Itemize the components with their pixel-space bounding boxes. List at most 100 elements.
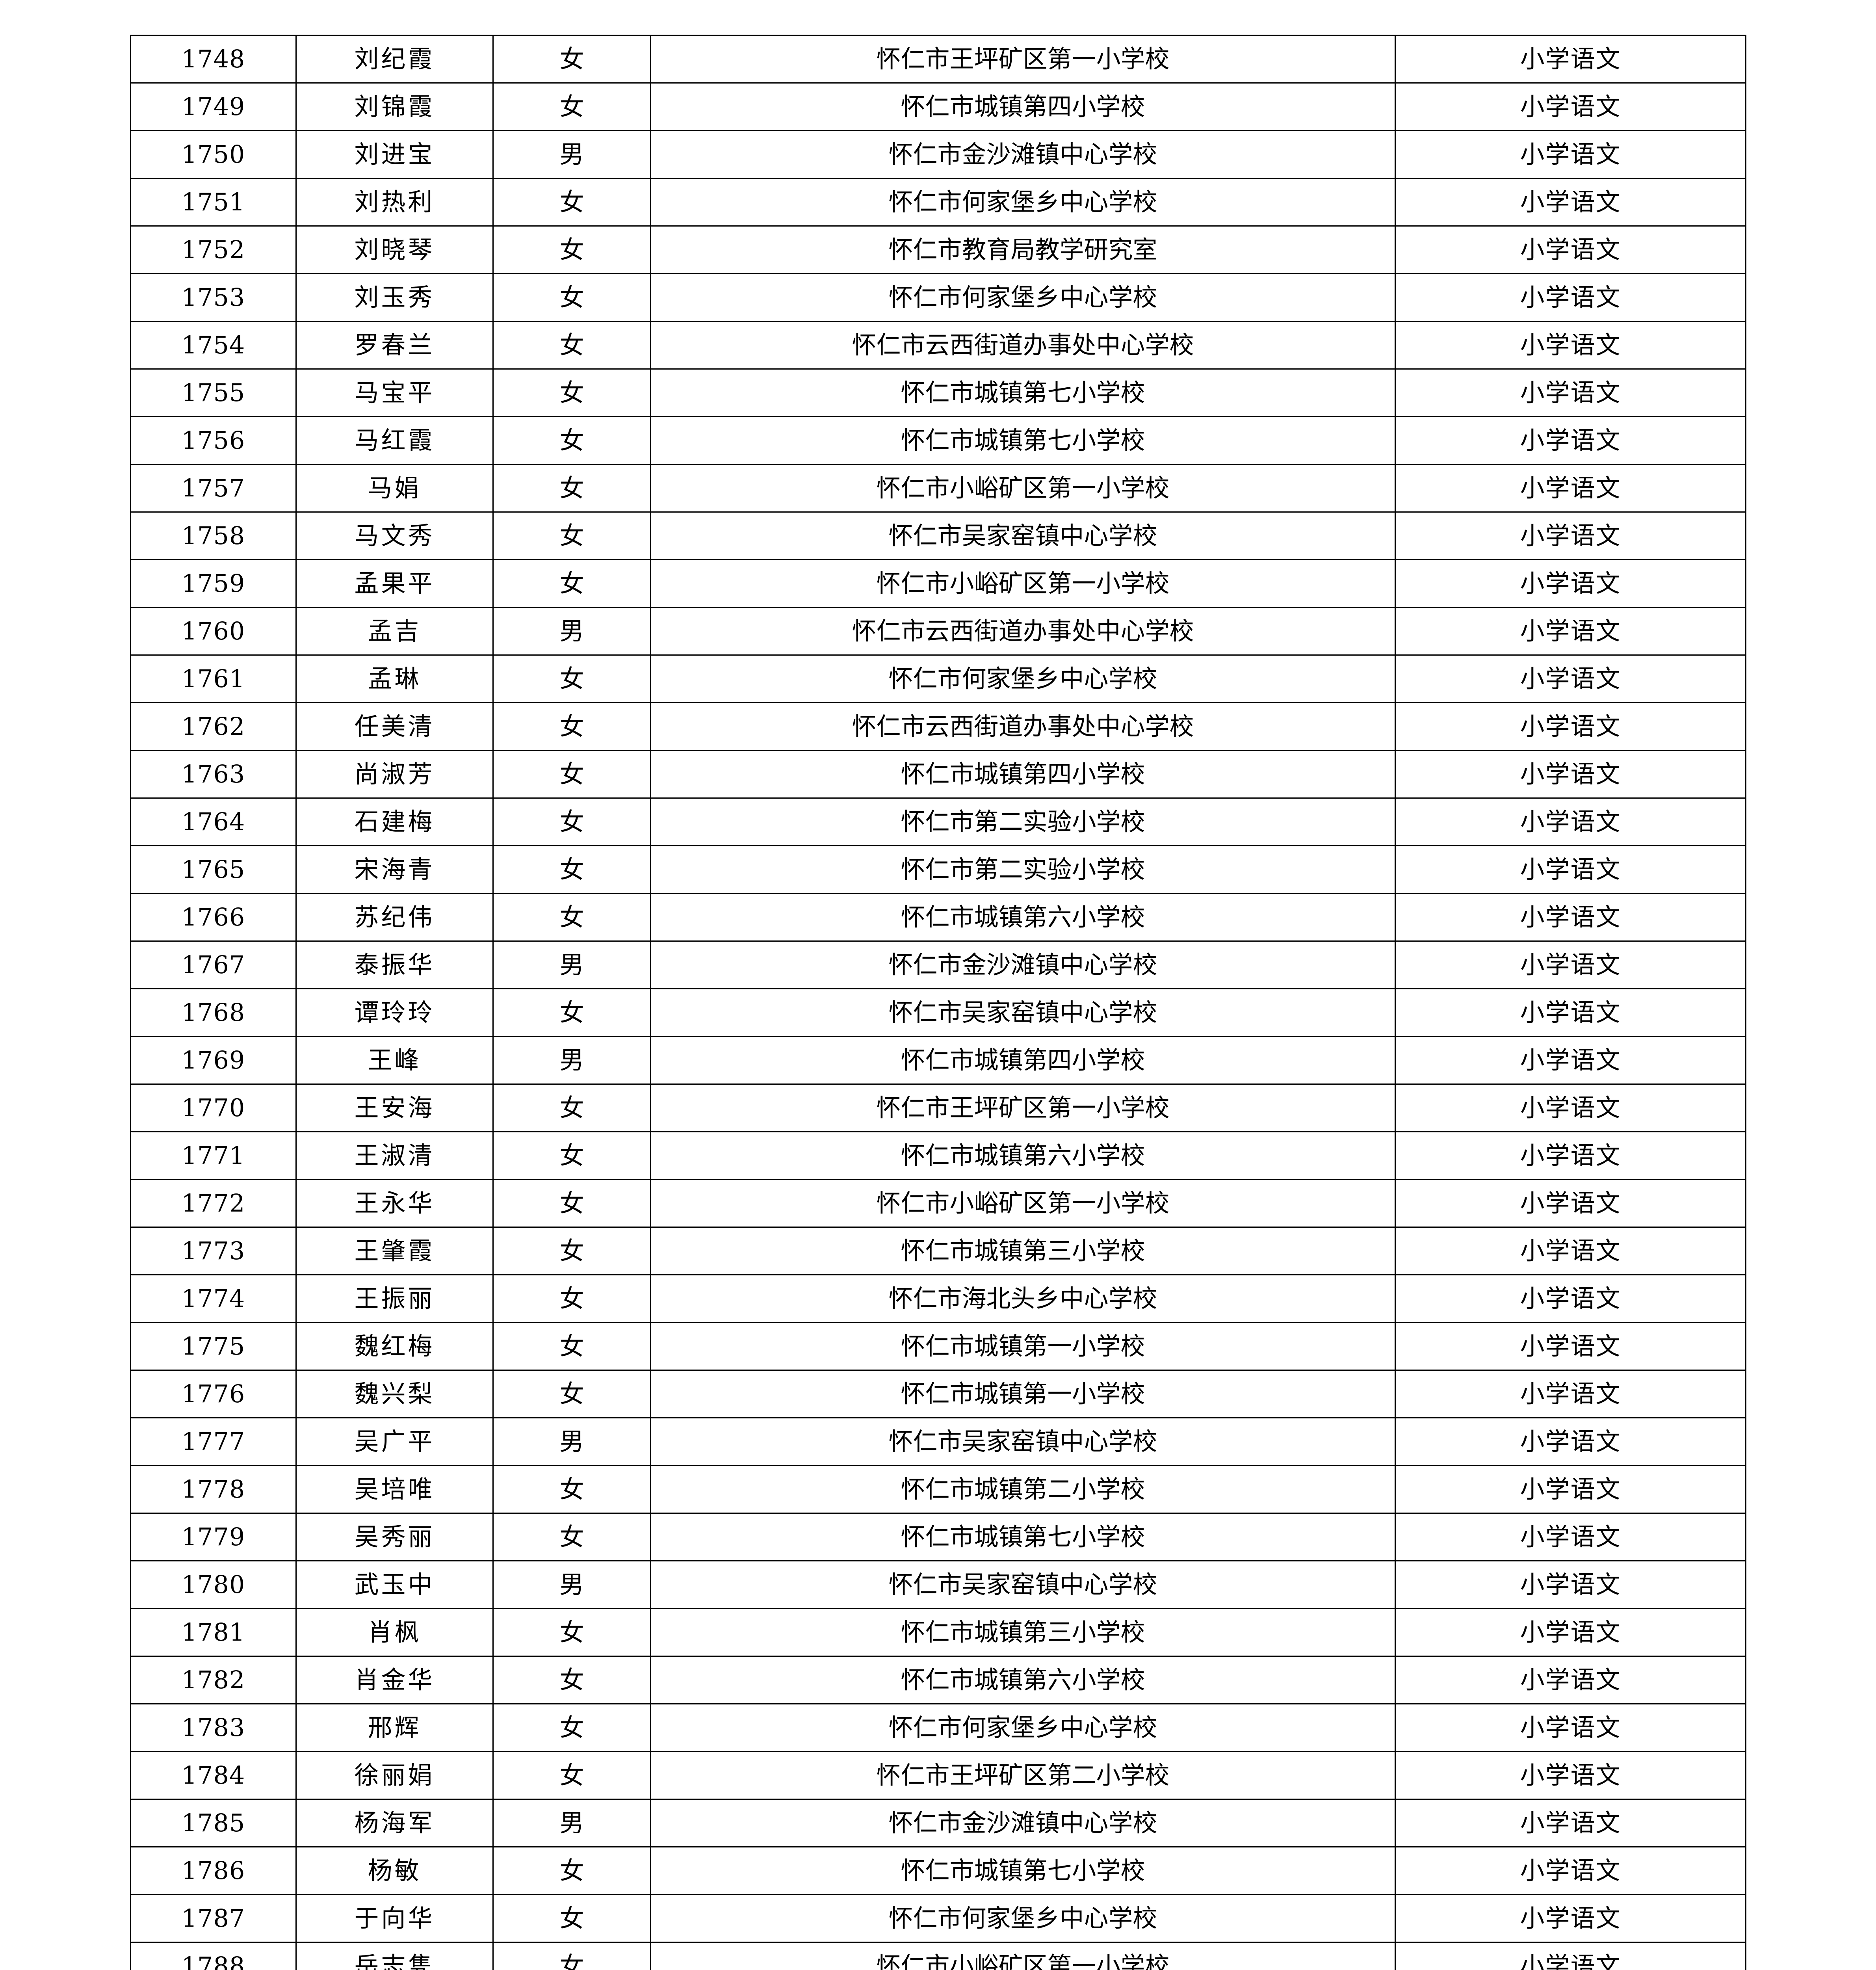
table-row: 1769 王峰男怀仁市城镇第四小学校 小学语文 [130,1036,1746,1085]
cell-person-name: 王永华 [295,1179,494,1228]
cell-person-name: 马宝平 [295,368,494,417]
roster-table-body: 1748 刘纪霞女怀仁市王坪矿区第一小学校 小学语文 1749 刘锦霞女怀仁市城镇第四小… [130,35,1746,1970]
cell-work-unit: 怀仁市城镇第六小学校 [650,1131,1396,1180]
cell-person-name: 宋海青 [295,845,494,894]
cell-subject: 小学语文 [1395,416,1746,465]
cell-subject: 小学语文 [1395,511,1746,560]
cell-work-unit: 怀仁市小峪矿区第一小学校 [650,1942,1396,1970]
cell-work-unit: 怀仁市小峪矿区第一小学校 [650,464,1396,513]
cell-serial-number: 1776 [130,1370,297,1418]
cell-gender: 女 [492,1370,651,1418]
table-row: 1787 于向华女怀仁市何家堡乡中心学校 小学语文 [130,1894,1746,1943]
table-row: 1773 王肇霞女怀仁市城镇第三小学校 小学语文 [130,1227,1746,1275]
cell-gender: 女 [492,464,651,513]
cell-subject: 小学语文 [1395,988,1746,1037]
cell-subject: 小学语文 [1395,464,1746,513]
cell-subject: 小学语文 [1395,940,1746,989]
cell-person-name: 王安海 [295,1084,494,1132]
cell-work-unit: 怀仁市海北头乡中心学校 [650,1274,1396,1323]
cell-gender: 女 [492,511,651,560]
cell-person-name: 王振丽 [295,1274,494,1323]
table-row: 1748 刘纪霞女怀仁市王坪矿区第一小学校 小学语文 [130,35,1746,84]
cell-work-unit: 怀仁市吴家窑镇中心学校 [650,1417,1396,1466]
cell-person-name: 刘锦霞 [295,82,494,131]
table-row: 1760 孟吉男怀仁市云西街道办事处中心学校 小学语文 [130,607,1746,656]
cell-person-name: 武玉中 [295,1560,494,1609]
cell-serial-number: 1777 [130,1417,297,1466]
table-row: 1786 杨敏女怀仁市城镇第七小学校 小学语文 [130,1846,1746,1895]
cell-serial-number: 1784 [130,1751,297,1800]
cell-work-unit: 怀仁市金沙滩镇中心学校 [650,1799,1396,1847]
cell-gender: 男 [492,130,651,179]
cell-gender: 男 [492,940,651,989]
cell-gender: 女 [492,797,651,846]
table-row: 1780 武玉中男怀仁市吴家窑镇中心学校 小学语文 [130,1560,1746,1609]
cell-work-unit: 怀仁市金沙滩镇中心学校 [650,940,1396,989]
cell-gender: 女 [492,1703,651,1752]
cell-subject: 小学语文 [1395,559,1746,608]
table-row: 1767 泰振华男怀仁市金沙滩镇中心学校 小学语文 [130,940,1746,989]
table-row: 1772 王永华女怀仁市小峪矿区第一小学校 小学语文 [130,1179,1746,1228]
cell-serial-number: 1763 [130,750,297,799]
cell-subject: 小学语文 [1395,893,1746,942]
cell-serial-number: 1758 [130,511,297,560]
cell-person-name: 肖金华 [295,1656,494,1704]
cell-work-unit: 怀仁市小峪矿区第一小学校 [650,1179,1396,1228]
cell-serial-number: 1759 [130,559,297,608]
roster-table: 1748 刘纪霞女怀仁市王坪矿区第一小学校 小学语文 1749 刘锦霞女怀仁市城镇第四小… [130,35,1746,1970]
cell-serial-number: 1787 [130,1894,297,1943]
cell-work-unit: 怀仁市第二实验小学校 [650,845,1396,894]
cell-person-name: 岳志隽 [295,1942,494,1970]
cell-work-unit: 怀仁市城镇第六小学校 [650,1656,1396,1704]
cell-gender: 女 [492,988,651,1037]
cell-serial-number: 1780 [130,1560,297,1609]
cell-subject: 小学语文 [1395,1036,1746,1085]
table-row: 1749 刘锦霞女怀仁市城镇第四小学校 小学语文 [130,82,1746,131]
cell-person-name: 石建梅 [295,797,494,846]
cell-subject: 小学语文 [1395,321,1746,370]
cell-serial-number: 1771 [130,1131,297,1180]
cell-subject: 小学语文 [1395,82,1746,131]
cell-subject: 小学语文 [1395,178,1746,227]
cell-person-name: 王峰 [295,1036,494,1085]
cell-gender: 女 [492,1656,651,1704]
cell-subject: 小学语文 [1395,130,1746,179]
cell-subject: 小学语文 [1395,225,1746,274]
cell-gender: 女 [492,1942,651,1970]
cell-gender: 女 [492,1608,651,1657]
cell-subject: 小学语文 [1395,1274,1746,1323]
cell-serial-number: 1757 [130,464,297,513]
cell-serial-number: 1783 [130,1703,297,1752]
cell-person-name: 杨海军 [295,1799,494,1847]
cell-work-unit: 怀仁市城镇第七小学校 [650,1513,1396,1561]
cell-subject: 小学语文 [1395,1513,1746,1561]
cell-subject: 小学语文 [1395,607,1746,656]
table-row: 1761 孟琳女怀仁市何家堡乡中心学校 小学语文 [130,654,1746,703]
cell-work-unit: 怀仁市吴家窑镇中心学校 [650,1560,1396,1609]
cell-work-unit: 怀仁市何家堡乡中心学校 [650,1703,1396,1752]
cell-subject: 小学语文 [1395,1370,1746,1418]
table-row: 1771 王淑清女怀仁市城镇第六小学校 小学语文 [130,1131,1746,1180]
cell-gender: 女 [492,1465,651,1514]
cell-person-name: 马文秀 [295,511,494,560]
table-row: 1751 刘热利女怀仁市何家堡乡中心学校 小学语文 [130,178,1746,227]
cell-person-name: 孟琳 [295,654,494,703]
cell-person-name: 刘晓琴 [295,225,494,274]
cell-serial-number: 1786 [130,1846,297,1895]
table-row: 1757 马娟女怀仁市小峪矿区第一小学校 小学语文 [130,464,1746,513]
cell-subject: 小学语文 [1395,1084,1746,1132]
table-row: 1776 魏兴梨女怀仁市城镇第一小学校 小学语文 [130,1370,1746,1418]
cell-work-unit: 怀仁市城镇第一小学校 [650,1370,1396,1418]
cell-person-name: 刘纪霞 [295,35,494,84]
cell-serial-number: 1781 [130,1608,297,1657]
cell-serial-number: 1765 [130,845,297,894]
cell-serial-number: 1754 [130,321,297,370]
table-row: 1770 王安海女怀仁市王坪矿区第一小学校 小学语文 [130,1084,1746,1132]
cell-subject: 小学语文 [1395,1799,1746,1847]
cell-gender: 女 [492,1179,651,1228]
cell-person-name: 吴广平 [295,1417,494,1466]
cell-serial-number: 1748 [130,35,297,84]
cell-work-unit: 怀仁市城镇第七小学校 [650,368,1396,417]
cell-person-name: 罗春兰 [295,321,494,370]
